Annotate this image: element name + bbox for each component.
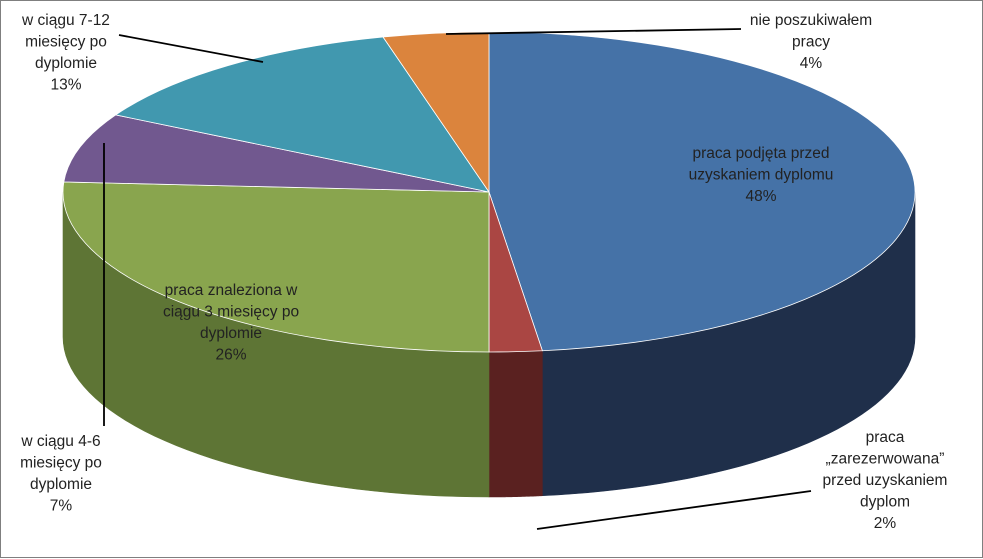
slice-label-line: praca <box>866 429 905 446</box>
slice-label-2: praca „zarezerwowana” przed uzyskaniem dypl… <box>823 429 948 532</box>
slice-percent-4: 7% <box>50 498 73 515</box>
slice-label-line: pracy <box>792 34 830 51</box>
slice-label-line: dyplom <box>860 494 910 511</box>
slice-label-line: praca podjęta przed <box>692 145 829 162</box>
pie-slice-4 <box>63 114 490 193</box>
slice-label-1: praca podjęta przed uzyskaniem dyplomu 48% <box>689 145 834 205</box>
slice-label-3: praca znaleziona w ciągu 3 miesięcy po dyp… <box>163 282 299 364</box>
slice-label-line: miesięcy po <box>20 455 102 472</box>
slice-label-line: miesięcy po <box>25 34 107 51</box>
pie-tops <box>62 31 916 353</box>
pie-labels: praca podjęta przed uzyskaniem dyplomu 48%… <box>20 12 947 532</box>
leader-line-2 <box>536 490 812 530</box>
slice-label-line: praca znaleziona w <box>165 282 298 299</box>
slice-label-line: nie poszukiwałem <box>750 12 872 29</box>
leader-line-6 <box>445 28 742 35</box>
slice-label-line: ciągu 3 miesięcy po <box>163 304 299 321</box>
pie-slice-3 <box>62 181 490 353</box>
slice-label-5: w ciągu 7-12 miesięcy po dyplomie 13% <box>21 12 110 94</box>
slice-percent-1: 48% <box>745 188 776 205</box>
slice-label-line: dyplomie <box>200 325 262 342</box>
slice-label-line: przed uzyskaniem <box>823 472 948 489</box>
slice-percent-2: 2% <box>874 515 897 532</box>
pie-slice-5 <box>114 36 490 193</box>
slice-label-line: dyplomie <box>30 476 92 493</box>
leader-line-5 <box>118 34 264 63</box>
slice-label-line: dyplomie <box>35 55 97 72</box>
slice-percent-5: 13% <box>50 77 81 94</box>
slice-label-line: „zarezerwowana” <box>826 451 945 468</box>
slice-percent-3: 26% <box>215 347 246 364</box>
pie-sides <box>62 191 916 498</box>
pie-side-2 <box>488 350 543 498</box>
slice-label-4: w ciągu 4-6 miesięcy po dyplomie 7% <box>20 433 102 515</box>
slice-label-6: nie poszukiwałem pracy 4% <box>750 12 872 72</box>
slice-label-line: w ciągu 7-12 <box>21 12 110 29</box>
slice-label-line: w ciągu 4-6 <box>20 433 100 450</box>
pie-slice-6 <box>382 31 490 194</box>
slice-percent-6: 4% <box>800 55 823 72</box>
slice-label-line: uzyskaniem dyplomu <box>689 167 834 184</box>
pie-slice-1 <box>488 31 916 352</box>
